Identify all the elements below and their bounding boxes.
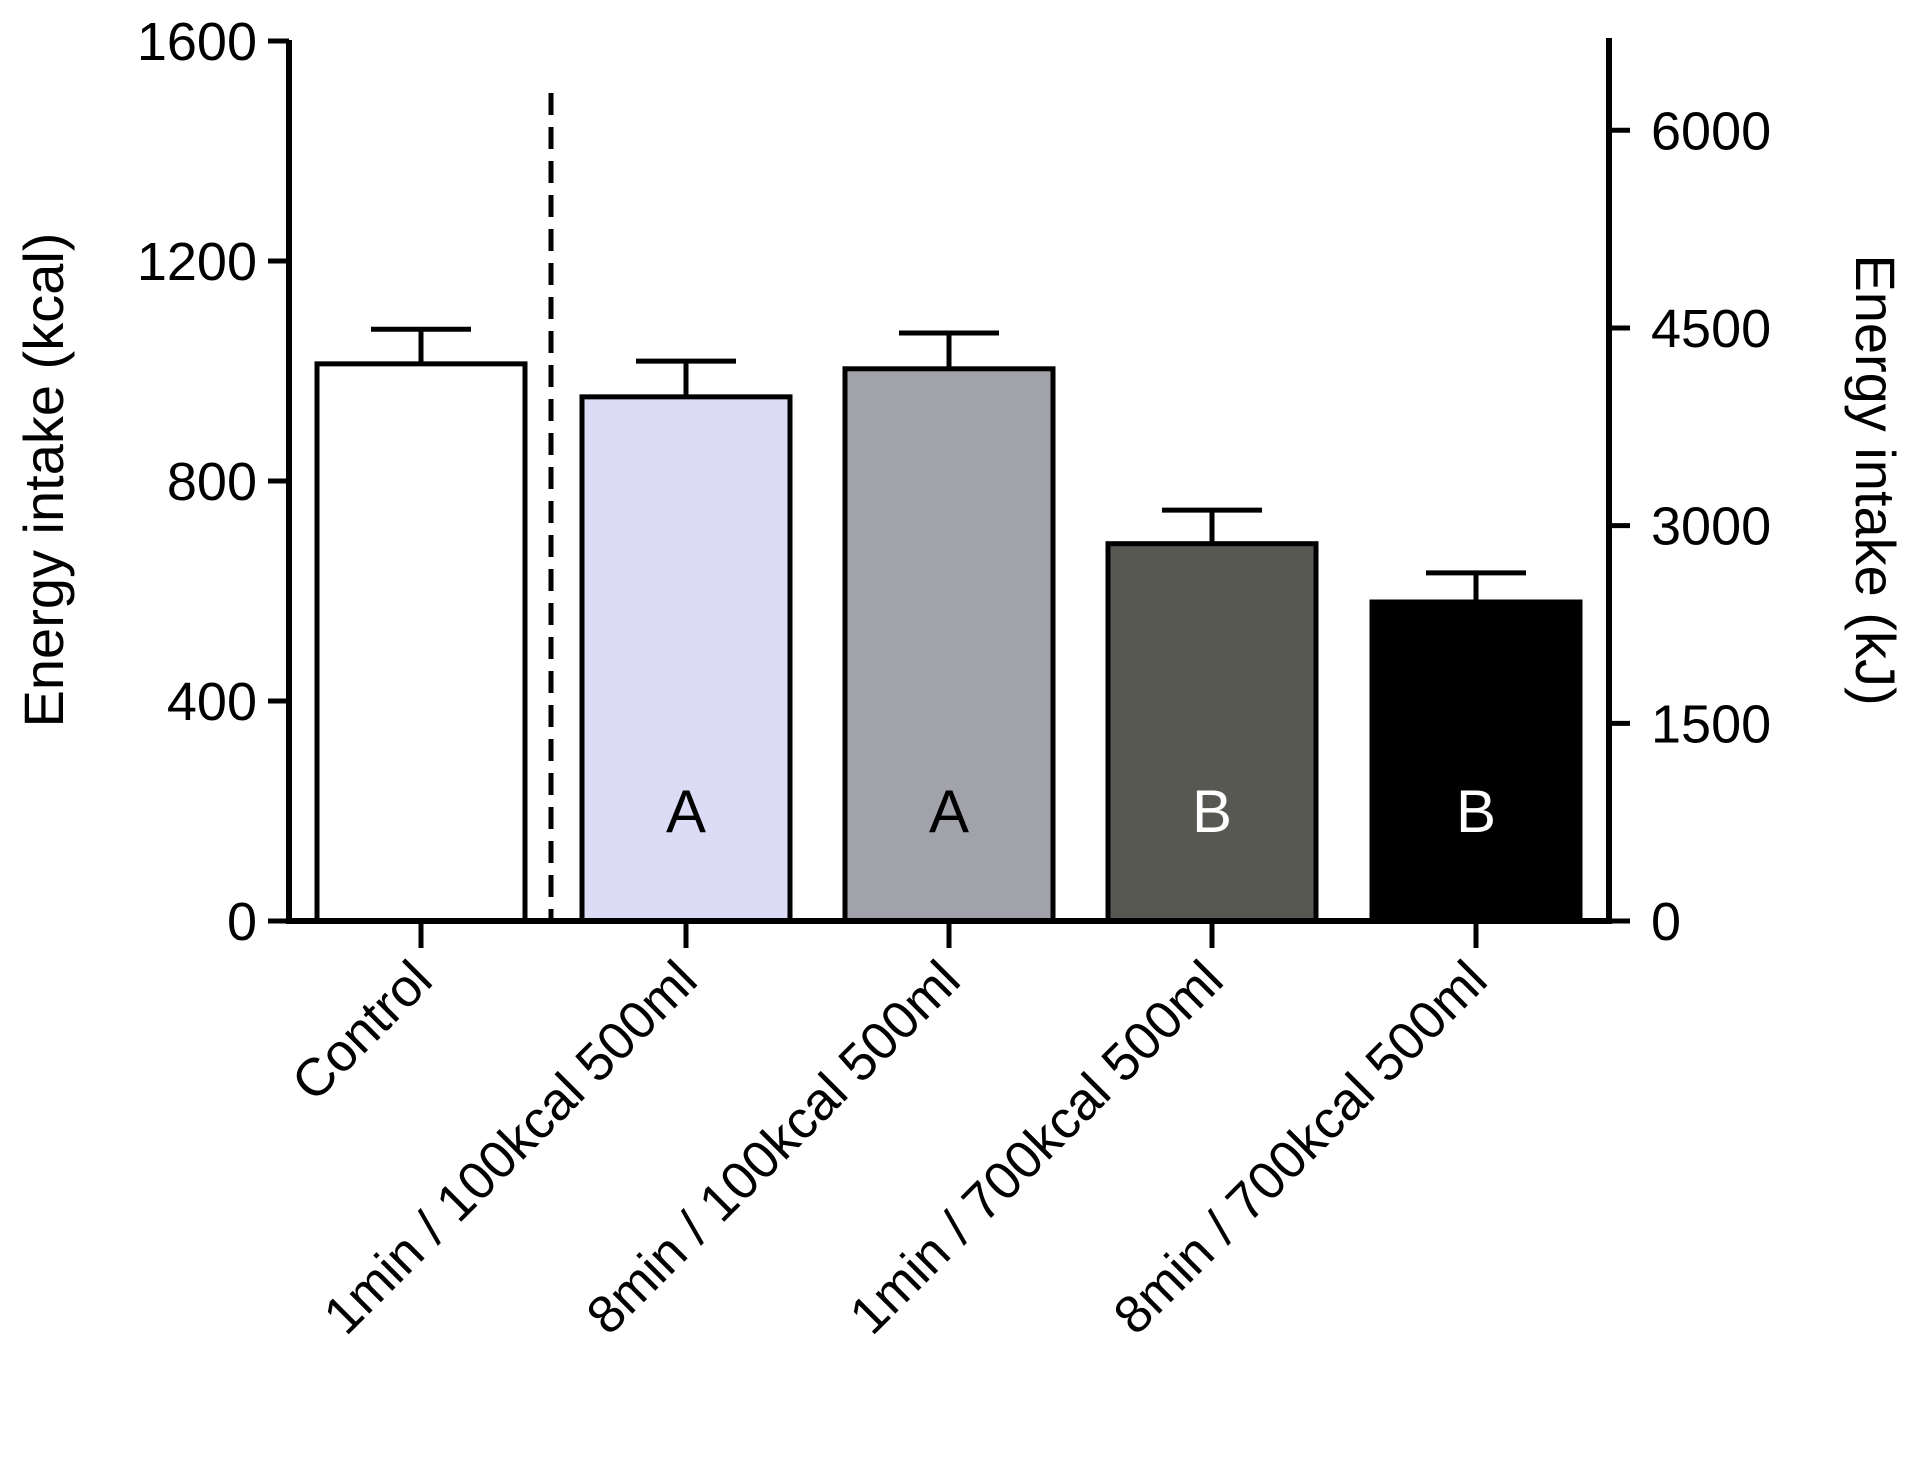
right-tick-label-4500: 4500: [1651, 299, 1771, 359]
left-tick-label-0: 0: [227, 892, 257, 952]
right-tick-label-6000: 6000: [1651, 101, 1771, 161]
right-tick-label-0: 0: [1651, 892, 1681, 952]
y-axis-label-right: Energy intake (kJ): [1844, 254, 1907, 705]
right-tick-label-3000: 3000: [1651, 497, 1771, 557]
bar-5: [1369, 599, 1583, 924]
error-bars-layer: [371, 326, 1526, 602]
right-y-ticks: 0 1500 3000 4500 6000: [1609, 101, 1771, 952]
left-tick-label-1200: 1200: [137, 232, 257, 292]
bar-4: [1105, 541, 1319, 924]
significance-letter-4: B: [1192, 778, 1232, 845]
significance-letter-3: A: [929, 778, 969, 845]
left-tick-label-400: 400: [167, 672, 257, 732]
significance-letter-2: A: [666, 778, 706, 845]
left-tick-label-800: 800: [167, 452, 257, 512]
bar-2: [579, 394, 793, 924]
x-tick-label-1: Control: [281, 950, 444, 1113]
y-axis-label-left: Energy intake (kcal): [12, 233, 75, 728]
right-tick-label-1500: 1500: [1651, 694, 1771, 754]
left-y-ticks: 0 400 800 1200 1600: [137, 12, 289, 952]
significance-letter-5: B: [1456, 778, 1496, 845]
left-tick-label-1600: 1600: [137, 12, 257, 72]
bar-1: [314, 361, 528, 924]
